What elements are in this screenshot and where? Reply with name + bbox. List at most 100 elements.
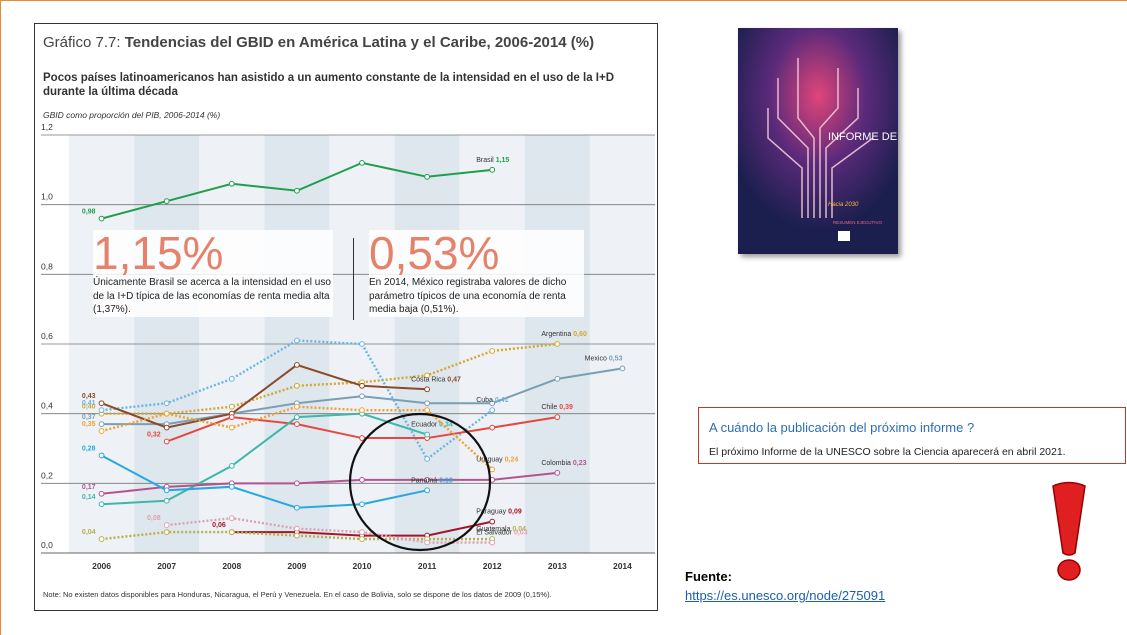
series-name: Chile bbox=[541, 404, 557, 411]
point bbox=[98, 452, 105, 459]
end-value: 1,15 bbox=[496, 157, 510, 164]
point bbox=[228, 414, 235, 421]
end-value: 0,24 bbox=[505, 456, 519, 463]
x-tick-label: 2013 bbox=[548, 561, 567, 571]
point bbox=[424, 400, 431, 407]
point bbox=[424, 372, 431, 379]
point bbox=[163, 529, 170, 536]
highlight-circle bbox=[348, 412, 492, 552]
callout-value: 0,53% bbox=[369, 227, 500, 279]
series-name: Colombia bbox=[541, 460, 571, 467]
start-label: 0,08 bbox=[147, 515, 161, 522]
point bbox=[98, 407, 105, 414]
series-line bbox=[101, 412, 428, 506]
series-line bbox=[101, 454, 428, 509]
point bbox=[228, 463, 235, 469]
start-label: 0,17 bbox=[82, 484, 96, 491]
end-value: 0,41 bbox=[495, 397, 509, 404]
chart-subtitle: Pocos países latinoamericanos han asisti… bbox=[43, 72, 615, 98]
start-label: 0,35 bbox=[82, 421, 96, 428]
point bbox=[554, 375, 561, 382]
series-line bbox=[166, 516, 493, 544]
point bbox=[424, 487, 431, 494]
question-box: A cuándo la publicación del próximo info… bbox=[698, 407, 1126, 464]
question-text: El próximo Informe de la UNESCO sobre la… bbox=[709, 446, 1066, 458]
point bbox=[554, 469, 561, 476]
x-tick-label: 2012 bbox=[483, 561, 502, 571]
point bbox=[359, 536, 365, 542]
series-name: Uruguay bbox=[476, 456, 503, 463]
y-tick-label: 0,0 bbox=[41, 540, 53, 550]
end-value: 0,34 bbox=[439, 422, 453, 429]
point bbox=[359, 341, 365, 347]
point bbox=[293, 504, 300, 511]
point bbox=[424, 407, 431, 414]
book-cover: INFORME DE LA UNESCO SOBRE LA CIENCIA Ha… bbox=[738, 28, 898, 254]
end-value: 0,53 bbox=[609, 355, 623, 362]
series-name: El Salvador bbox=[476, 530, 512, 537]
point bbox=[228, 180, 235, 187]
callout-text: En 2014, México registraba valores de di… bbox=[369, 277, 567, 315]
point bbox=[489, 400, 496, 407]
point bbox=[359, 407, 365, 414]
end-label: El Salvador 0,03 bbox=[476, 530, 527, 537]
point bbox=[228, 375, 235, 382]
point bbox=[228, 483, 235, 490]
x-tick-label: 2008 bbox=[222, 561, 241, 571]
x-tick-label: 2009 bbox=[287, 561, 306, 571]
point bbox=[163, 522, 170, 529]
source-link[interactable]: https://es.unesco.org/node/275091 bbox=[685, 588, 886, 603]
point bbox=[359, 382, 365, 389]
point bbox=[489, 348, 496, 354]
point bbox=[293, 480, 300, 487]
series-name: Cuba bbox=[476, 397, 493, 404]
point bbox=[359, 393, 365, 400]
end-value: 0,47 bbox=[447, 376, 461, 383]
series-name: Argentina bbox=[541, 331, 571, 338]
point bbox=[293, 187, 300, 194]
point bbox=[228, 515, 235, 522]
point bbox=[293, 403, 300, 410]
end-value: 0,04 bbox=[512, 526, 526, 533]
point bbox=[554, 341, 561, 347]
callout: 0,53% En 2014, México registraba valores … bbox=[369, 230, 584, 317]
point bbox=[359, 476, 365, 483]
point bbox=[293, 362, 300, 368]
title-prefix: Gráfico 7.7: bbox=[43, 34, 121, 51]
end-label: Colombia 0,23 bbox=[541, 460, 586, 467]
point bbox=[228, 529, 235, 536]
point bbox=[424, 386, 431, 393]
point bbox=[424, 431, 431, 438]
unesco-logo bbox=[838, 231, 850, 241]
series-name: Brasil bbox=[476, 157, 494, 164]
point bbox=[98, 421, 105, 428]
point bbox=[293, 382, 300, 389]
point bbox=[98, 428, 105, 434]
point bbox=[98, 536, 105, 542]
divider bbox=[353, 238, 354, 320]
end-label: Argentina 0,60 bbox=[541, 331, 587, 338]
end-label: Panamá 0,18 bbox=[411, 477, 453, 484]
point bbox=[163, 198, 170, 205]
start-label: 0,43 bbox=[82, 393, 96, 400]
point bbox=[293, 414, 300, 421]
chart: 0,0 0,2 0,4 0,6 0,8 1,0 1,2 2006 2007 2008 2009 201… bbox=[41, 122, 655, 571]
cover-title-text: INFORME DE LA UNESCO SOBRE LA CIENCIA bbox=[828, 131, 898, 143]
end-label: Costa Rica 0,47 bbox=[411, 376, 461, 383]
point bbox=[98, 400, 105, 407]
point bbox=[359, 529, 365, 536]
end-label: Cuba 0,41 bbox=[476, 397, 508, 404]
point bbox=[489, 466, 496, 473]
point bbox=[293, 525, 300, 532]
series-name: Guatemala bbox=[476, 526, 510, 533]
end-value: 0,23 bbox=[573, 460, 587, 467]
point bbox=[293, 337, 300, 344]
end-value: 0,60 bbox=[573, 331, 587, 338]
x-tick-label: 2010 bbox=[353, 561, 372, 571]
series-name: Paraguay bbox=[476, 509, 506, 516]
chart-title: Gráfico 7.7: Tendencias del GBID en Amér… bbox=[43, 34, 653, 51]
title-main: Tendencias del GBID en América Latina y … bbox=[124, 34, 595, 51]
point bbox=[98, 215, 105, 222]
y-tick-label: 1,2 bbox=[41, 122, 53, 132]
x-tick-label: 2011 bbox=[418, 561, 437, 571]
